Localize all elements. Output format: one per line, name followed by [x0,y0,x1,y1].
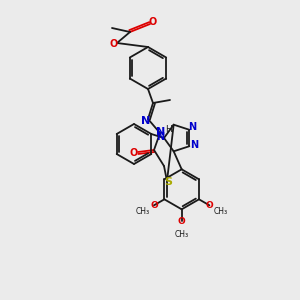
Text: N: N [156,127,166,137]
Text: O: O [150,201,158,210]
Text: O: O [110,39,118,49]
Text: N: N [156,132,164,142]
Text: O: O [206,201,213,210]
Text: S: S [164,177,172,187]
Text: CH₃: CH₃ [214,207,228,216]
Text: H: H [165,125,171,134]
Text: O: O [178,217,185,226]
Text: N: N [190,140,198,150]
Text: CH₃: CH₃ [136,207,150,216]
Text: O: O [130,148,138,158]
Text: N: N [141,116,151,126]
Text: O: O [149,17,157,27]
Text: CH₃: CH₃ [175,230,189,239]
Text: N: N [188,122,196,132]
